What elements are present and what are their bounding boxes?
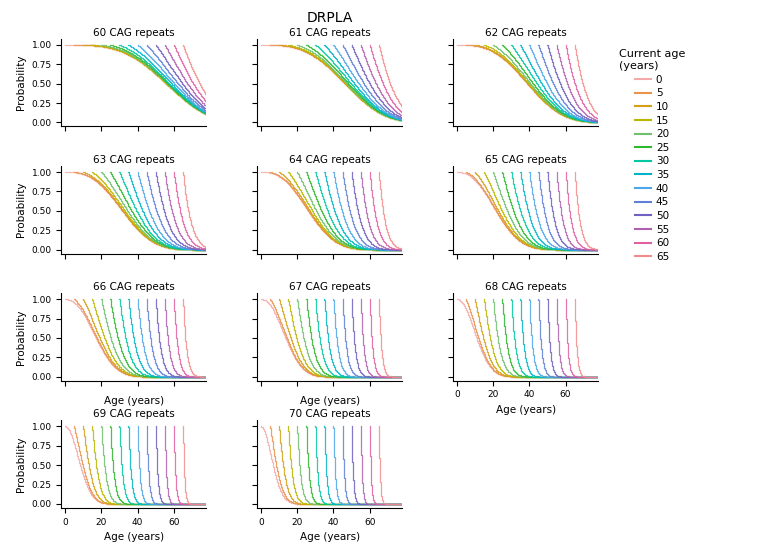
Title: 62 CAG repeats: 62 CAG repeats <box>485 28 567 38</box>
Legend: 0, 5, 10, 15, 20, 25, 30, 35, 40, 45, 50, 55, 60, 65: 0, 5, 10, 15, 20, 25, 30, 35, 40, 45, 50… <box>619 49 685 262</box>
X-axis label: Age (years): Age (years) <box>300 532 360 542</box>
Title: 61 CAG repeats: 61 CAG repeats <box>289 28 370 38</box>
X-axis label: Age (years): Age (years) <box>104 396 164 406</box>
Title: 68 CAG repeats: 68 CAG repeats <box>485 282 567 292</box>
Title: 67 CAG repeats: 67 CAG repeats <box>289 282 370 292</box>
Y-axis label: Probability: Probability <box>16 309 26 364</box>
Title: 63 CAG repeats: 63 CAG repeats <box>93 155 175 165</box>
Title: 60 CAG repeats: 60 CAG repeats <box>93 28 175 38</box>
Title: 69 CAG repeats: 69 CAG repeats <box>93 410 175 420</box>
X-axis label: Age (years): Age (years) <box>104 532 164 542</box>
Title: 70 CAG repeats: 70 CAG repeats <box>289 410 370 420</box>
Y-axis label: Probability: Probability <box>16 436 26 492</box>
Title: 65 CAG repeats: 65 CAG repeats <box>485 155 567 165</box>
Y-axis label: Probability: Probability <box>16 55 26 110</box>
Text: DRPLA: DRPLA <box>307 11 353 25</box>
Y-axis label: Probability: Probability <box>16 182 26 237</box>
Title: 66 CAG repeats: 66 CAG repeats <box>93 282 175 292</box>
X-axis label: Age (years): Age (years) <box>300 396 360 406</box>
Title: 64 CAG repeats: 64 CAG repeats <box>289 155 370 165</box>
X-axis label: Age (years): Age (years) <box>495 405 556 415</box>
